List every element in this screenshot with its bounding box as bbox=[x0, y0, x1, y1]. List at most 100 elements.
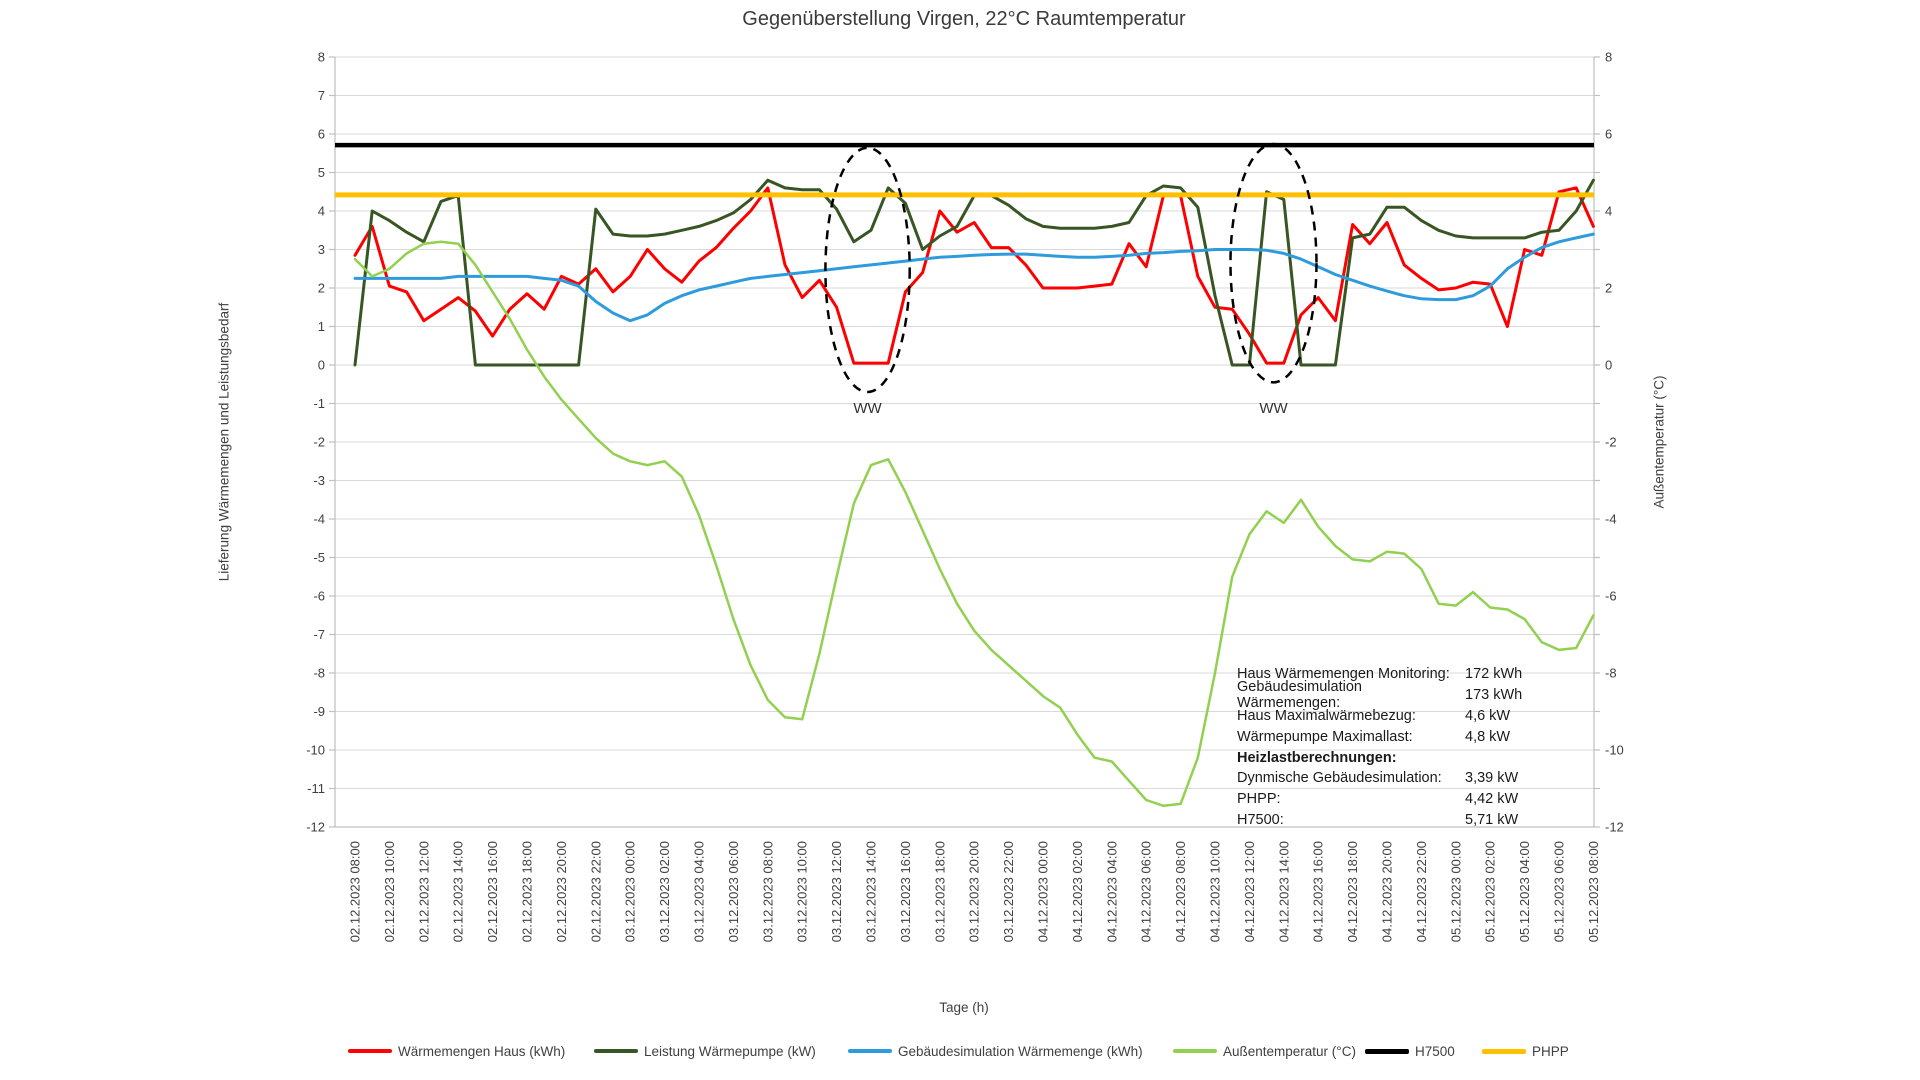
stats-value: 4,6 kW bbox=[1465, 707, 1511, 724]
series-line-1 bbox=[353, 178, 1595, 367]
stats-value: 173 kWh bbox=[1465, 687, 1523, 704]
svg-text:03.12.2023 04:00: 03.12.2023 04:00 bbox=[692, 841, 707, 942]
svg-text:-1: -1 bbox=[313, 396, 325, 411]
svg-text:-2: -2 bbox=[1605, 435, 1617, 450]
svg-text:03.12.2023 12:00: 03.12.2023 12:00 bbox=[829, 841, 844, 942]
legend-swatch bbox=[848, 1049, 892, 1053]
chart-legend: Wärmemengen Haus (kWh) Leistung Wärmepump… bbox=[0, 1042, 1920, 1060]
legend-item-0: Wärmemengen Haus (kWh) bbox=[348, 1042, 565, 1060]
legend-swatch bbox=[348, 1049, 392, 1053]
y-axis-left-title: Lieferung Wärmemengen und Leistungsbedar… bbox=[216, 302, 232, 582]
svg-text:-6: -6 bbox=[1605, 589, 1617, 604]
svg-text:0: 0 bbox=[318, 358, 325, 373]
svg-text:05.12.2023 06:00: 05.12.2023 06:00 bbox=[1552, 841, 1567, 942]
annotation-ellipse-0 bbox=[824, 146, 911, 394]
svg-text:04.12.2023 06:00: 04.12.2023 06:00 bbox=[1139, 841, 1154, 942]
legend-item-3: Außentemperatur (°C) bbox=[1173, 1042, 1356, 1060]
annotation-label-0: WW bbox=[853, 400, 882, 417]
annotation-ellipse-1 bbox=[1229, 142, 1318, 384]
legend-label: Gebäudesimulation Wärmemenge (kWh) bbox=[898, 1043, 1143, 1059]
stats-row: Dynmische Gebäudesimulation: 3,39 kW bbox=[1237, 768, 1569, 789]
svg-text:03.12.2023 10:00: 03.12.2023 10:00 bbox=[795, 841, 810, 942]
chart-title: Gegenüberstellung Virgen, 22°C Raumtempe… bbox=[742, 8, 1186, 30]
svg-text:2: 2 bbox=[318, 281, 325, 296]
svg-text:2: 2 bbox=[1605, 281, 1612, 296]
stats-row: Wärmepumpe Maximallast: 4,8 kW bbox=[1237, 726, 1569, 747]
svg-text:-2: -2 bbox=[313, 435, 325, 450]
stats-label: Haus Wärmemengen Monitoring: bbox=[1237, 666, 1450, 683]
stats-row: Heizlastberechnungen: bbox=[1237, 747, 1569, 768]
svg-text:4: 4 bbox=[1605, 204, 1612, 219]
legend-item-5: PHPP bbox=[1482, 1042, 1569, 1060]
axes bbox=[329, 56, 1600, 828]
stats-row: Gebäudesimulation Wärmemengen: 173 kWh bbox=[1237, 679, 1569, 711]
svg-text:-8: -8 bbox=[1605, 666, 1617, 681]
series-line-3 bbox=[353, 240, 1595, 808]
stats-row: Haus Maximalwärmebezug: 4,6 kW bbox=[1237, 706, 1569, 727]
svg-text:04.12.2023 04:00: 04.12.2023 04:00 bbox=[1104, 841, 1119, 942]
legend-label: Außentemperatur (°C) bbox=[1223, 1043, 1356, 1059]
svg-text:02.12.2023 12:00: 02.12.2023 12:00 bbox=[416, 841, 431, 942]
svg-text:04.12.2023 08:00: 04.12.2023 08:00 bbox=[1173, 841, 1188, 942]
svg-text:04.12.2023 02:00: 04.12.2023 02:00 bbox=[1070, 841, 1085, 942]
svg-text:05.12.2023 08:00: 05.12.2023 08:00 bbox=[1586, 841, 1601, 942]
svg-text:03.12.2023 22:00: 03.12.2023 22:00 bbox=[1001, 841, 1016, 942]
svg-text:05.12.2023 00:00: 05.12.2023 00:00 bbox=[1448, 841, 1463, 942]
legend-swatch bbox=[1365, 1048, 1409, 1054]
svg-text:-10: -10 bbox=[306, 743, 325, 758]
svg-text:6: 6 bbox=[318, 127, 325, 142]
svg-text:04.12.2023 10:00: 04.12.2023 10:00 bbox=[1208, 841, 1223, 942]
svg-text:3: 3 bbox=[318, 242, 325, 257]
svg-text:-11: -11 bbox=[307, 781, 325, 796]
legend-swatch bbox=[1482, 1048, 1526, 1054]
stats-value: 172 kWh bbox=[1465, 666, 1523, 683]
svg-text:0: 0 bbox=[1605, 358, 1612, 373]
svg-text:-9: -9 bbox=[313, 704, 325, 719]
svg-text:03.12.2023 20:00: 03.12.2023 20:00 bbox=[967, 841, 982, 942]
svg-text:-6: -6 bbox=[313, 589, 325, 604]
svg-text:02.12.2023 08:00: 02.12.2023 08:00 bbox=[348, 841, 363, 942]
svg-text:04.12.2023 22:00: 04.12.2023 22:00 bbox=[1414, 841, 1429, 942]
stats-value: 4,42 kW bbox=[1465, 791, 1519, 808]
svg-text:03.12.2023 14:00: 03.12.2023 14:00 bbox=[864, 841, 879, 942]
stats-row: H7500: 5,71 kW bbox=[1237, 810, 1569, 831]
stats-label: Wärmepumpe Maximallast: bbox=[1237, 728, 1413, 745]
svg-text:1: 1 bbox=[318, 319, 325, 334]
x-axis-tick-labels: 02.12.2023 08:00 02.12.2023 10:00 02.12.20… bbox=[348, 841, 1601, 942]
legend-swatch bbox=[594, 1049, 638, 1053]
svg-text:03.12.2023 18:00: 03.12.2023 18:00 bbox=[932, 841, 947, 942]
series-line-0 bbox=[353, 186, 1595, 365]
svg-text:-3: -3 bbox=[313, 473, 325, 488]
svg-text:-12: -12 bbox=[306, 820, 325, 835]
stats-label: Dynmische Gebäudesimulation: bbox=[1237, 770, 1442, 787]
stats-value: 3,39 kW bbox=[1465, 770, 1519, 787]
svg-text:02.12.2023 10:00: 02.12.2023 10:00 bbox=[382, 841, 397, 942]
legend-label: PHPP bbox=[1532, 1043, 1569, 1059]
svg-text:03.12.2023 06:00: 03.12.2023 06:00 bbox=[726, 841, 741, 942]
y-axis-right-title: Außentemperatur (°C) bbox=[1651, 375, 1667, 509]
legend-item-4: H7500 bbox=[1365, 1042, 1455, 1060]
svg-text:02.12.2023 18:00: 02.12.2023 18:00 bbox=[520, 841, 535, 942]
svg-text:04.12.2023 12:00: 04.12.2023 12:00 bbox=[1242, 841, 1257, 942]
svg-text:03.12.2023 08:00: 03.12.2023 08:00 bbox=[760, 841, 775, 942]
annotation-label-1: WW bbox=[1259, 400, 1288, 417]
legend-label: H7500 bbox=[1415, 1043, 1455, 1059]
svg-text:-5: -5 bbox=[313, 550, 325, 565]
svg-text:02.12.2023 22:00: 02.12.2023 22:00 bbox=[588, 841, 603, 942]
svg-text:-10: -10 bbox=[1605, 743, 1624, 758]
stats-row: PHPP: 4,42 kW bbox=[1237, 789, 1569, 810]
svg-text:02.12.2023 20:00: 02.12.2023 20:00 bbox=[554, 841, 569, 942]
svg-text:05.12.2023 04:00: 05.12.2023 04:00 bbox=[1517, 841, 1532, 942]
svg-text:4: 4 bbox=[318, 204, 325, 219]
svg-text:8: 8 bbox=[1605, 50, 1612, 65]
svg-text:-4: -4 bbox=[1605, 512, 1617, 527]
series-line-2 bbox=[353, 232, 1595, 323]
svg-text:6: 6 bbox=[1605, 127, 1612, 142]
svg-text:04.12.2023 16:00: 04.12.2023 16:00 bbox=[1311, 841, 1326, 942]
stats-value: 5,71 kW bbox=[1465, 811, 1519, 828]
legend-label: Leistung Wärmepumpe (kW) bbox=[644, 1043, 816, 1059]
svg-text:-8: -8 bbox=[313, 666, 325, 681]
